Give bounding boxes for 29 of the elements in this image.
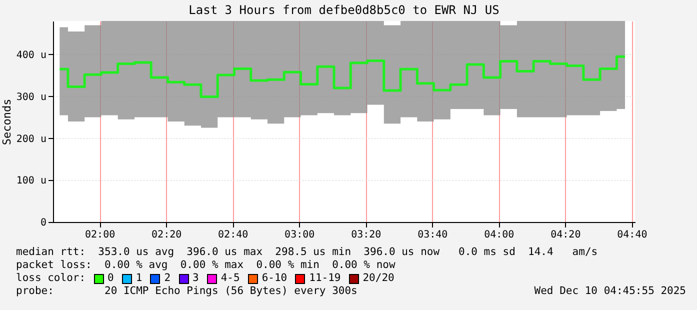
text: median rtt: 353.0 us avg 396.0 us max 298.5 us min 396.0 us now 0.0 ms sd 14.4 am/s <box>16 246 599 259</box>
text: 11-19 <box>309 272 341 285</box>
x-tick-label: 02:20 <box>152 230 182 240</box>
x-tick-label: 03:00 <box>284 230 315 240</box>
chart-title: Last 3 Hours from defbe0d8b5c0 to EWR NJ US <box>188 3 500 17</box>
text: probe: 20 ICMP Echo Pings (56 Bytes) every 300s <box>16 285 358 297</box>
y-axis-title: Seconds <box>0 98 14 146</box>
y-tick-label: 0 <box>40 218 46 228</box>
text: 6-10 <box>262 272 288 285</box>
text: loss color: <box>16 272 86 284</box>
text: Wed Dec 10 04:45:55 2025 <box>534 285 686 298</box>
x-tick-label: 02:40 <box>218 230 248 240</box>
y-tick-label: 100 u <box>16 176 46 187</box>
text: 3 <box>192 272 199 285</box>
y-tick-label: 300 u <box>16 92 46 103</box>
y-tick-label: 200 u <box>16 134 46 145</box>
text: 20/20 <box>362 272 394 285</box>
text: packet loss: 0.00 % avg 0.00 % max 0.00 % min 0.00 % now <box>16 259 396 272</box>
text: 4-5 <box>220 272 240 285</box>
x-tick-label: 04:20 <box>550 230 581 240</box>
x-tick-label: 02:00 <box>85 230 116 240</box>
text: 2 <box>164 272 171 285</box>
x-tick-label: 04:40 <box>617 230 648 240</box>
x-tick-label: 03:40 <box>418 230 448 240</box>
x-tick-label: 03:20 <box>351 230 382 240</box>
y-tick-label: 400 u <box>16 50 46 61</box>
x-tick-label: 04:00 <box>484 230 514 240</box>
text: 1 <box>136 272 142 285</box>
text: 0 <box>108 272 114 285</box>
